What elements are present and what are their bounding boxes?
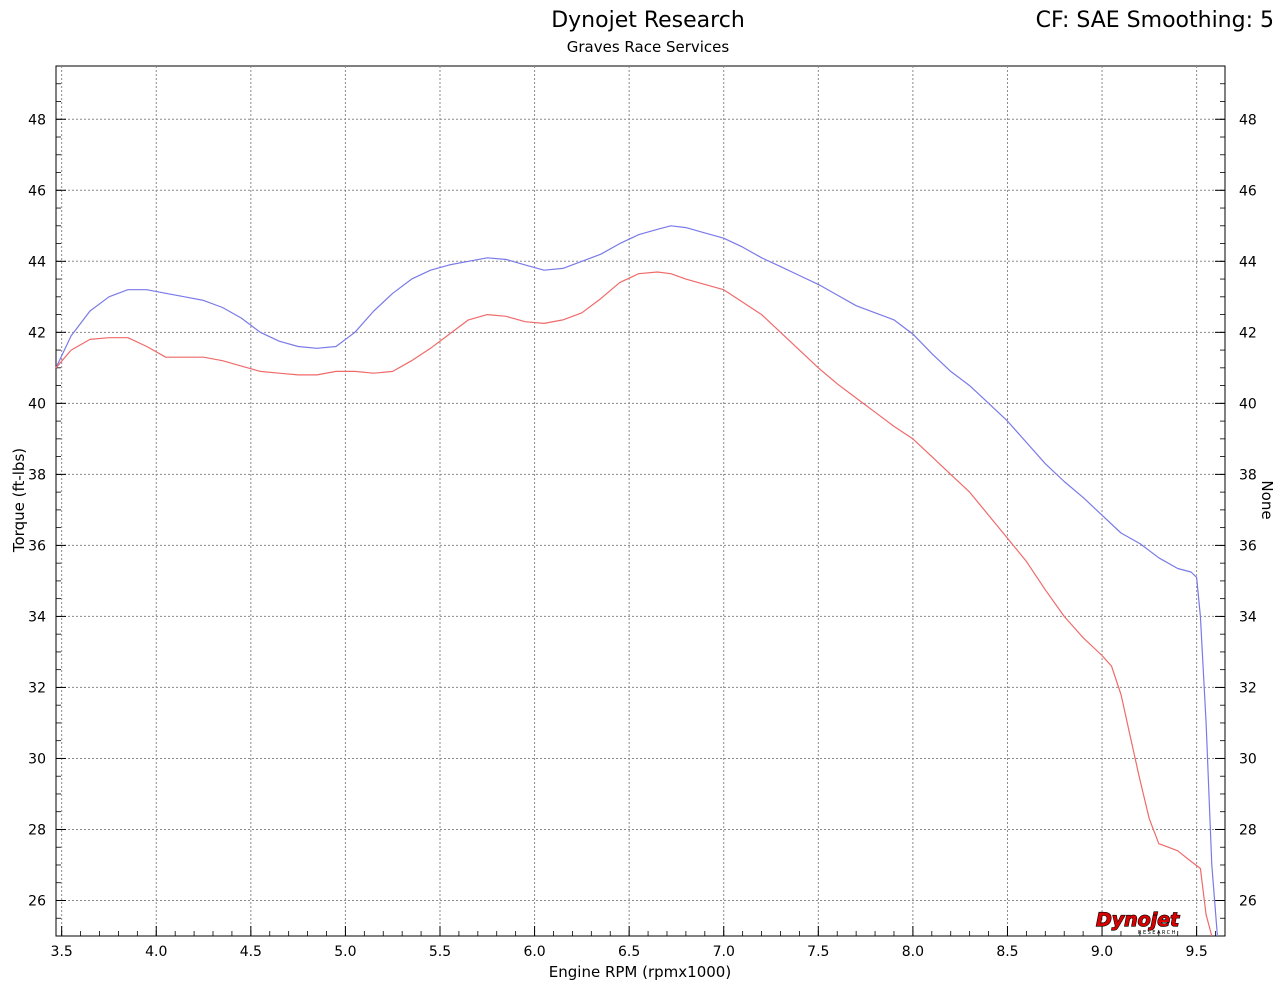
y-tick-label: 26 xyxy=(28,893,46,909)
x-tick-label: 8.5 xyxy=(996,944,1018,960)
y2-tick-label: 44 xyxy=(1239,254,1257,270)
chart-subtitle: Graves Race Services xyxy=(566,38,730,56)
plot-frame xyxy=(55,65,1226,937)
torque-line-1 xyxy=(55,225,1218,937)
x-tick-label: 9.0 xyxy=(1091,944,1113,960)
y-tick-label: 46 xyxy=(28,183,46,199)
chart-title: Dynojet Research xyxy=(551,8,745,33)
y2-axis-label: None xyxy=(1258,480,1276,519)
x-tick-label: 9.5 xyxy=(1185,944,1207,960)
y2-tick-label: 42 xyxy=(1239,325,1257,341)
x-tick-label: 8.0 xyxy=(902,944,924,960)
x-tick-label: 5.0 xyxy=(334,944,356,960)
y-tick-label: 34 xyxy=(28,609,46,625)
x-tick-labels: 3.5 4.0 4.5 5.0 5.5 6.0 6.5 7.0 7.5 8.0 8.5 9.0 9.5 xyxy=(51,944,1208,960)
torque-line-2 xyxy=(55,271,1213,937)
x-tick-label: 6.5 xyxy=(618,944,640,960)
y2-tick-labels: 26 28 30 32 34 36 38 40 42 44 46 48 xyxy=(1239,112,1257,909)
x-tick-label: 5.5 xyxy=(429,944,451,960)
y-tick-label: 48 xyxy=(28,112,46,128)
x-tick-label: 6.0 xyxy=(523,944,545,960)
y-tick-label: 38 xyxy=(28,467,46,483)
minor-ticks xyxy=(56,65,1225,936)
y-tick-label: 44 xyxy=(28,254,46,270)
x-tick-label: 3.5 xyxy=(51,944,73,960)
x-tick-label: 4.0 xyxy=(145,944,167,960)
y2-tick-label: 30 xyxy=(1239,751,1257,767)
y-tick-label: 32 xyxy=(28,680,46,696)
x-tick-label: 7.0 xyxy=(713,944,735,960)
x-axis-label: Engine RPM (rpmx1000) xyxy=(549,963,731,981)
y-tick-label: 42 xyxy=(28,325,46,341)
y2-tick-label: 48 xyxy=(1239,112,1257,128)
y2-tick-label: 36 xyxy=(1239,538,1257,554)
correction-factor-label: CF: SAE Smoothing: 5 xyxy=(1035,8,1274,33)
y-tick-label: 28 xyxy=(28,822,46,838)
y2-tick-label: 46 xyxy=(1239,183,1257,199)
x-tick-label: 4.5 xyxy=(240,944,262,960)
y2-tick-label: 34 xyxy=(1239,609,1257,625)
y2-tick-label: 26 xyxy=(1239,893,1257,909)
grid-lines xyxy=(56,66,1225,936)
series-lines xyxy=(55,225,1218,937)
y2-tick-label: 28 xyxy=(1239,822,1257,838)
y-axis-label: Torque (ft-lbs) xyxy=(10,448,28,553)
dynojet-logo-text: Dynojet xyxy=(1096,909,1180,931)
y2-tick-label: 40 xyxy=(1239,396,1257,412)
y-tick-label: 30 xyxy=(28,751,46,767)
y2-tick-label: 32 xyxy=(1239,680,1257,696)
y2-tick-label: 38 xyxy=(1239,467,1257,483)
dynojet-logo-subtext: RESEARCH xyxy=(1138,930,1177,936)
y-tick-label: 40 xyxy=(28,396,46,412)
y-tick-labels: 26 28 30 32 34 36 38 40 42 44 46 48 xyxy=(28,112,46,909)
x-tick-label: 7.5 xyxy=(807,944,829,960)
y-tick-label: 36 xyxy=(28,538,46,554)
dynojet-logo: Dynojet RESEARCH xyxy=(1095,908,1180,936)
